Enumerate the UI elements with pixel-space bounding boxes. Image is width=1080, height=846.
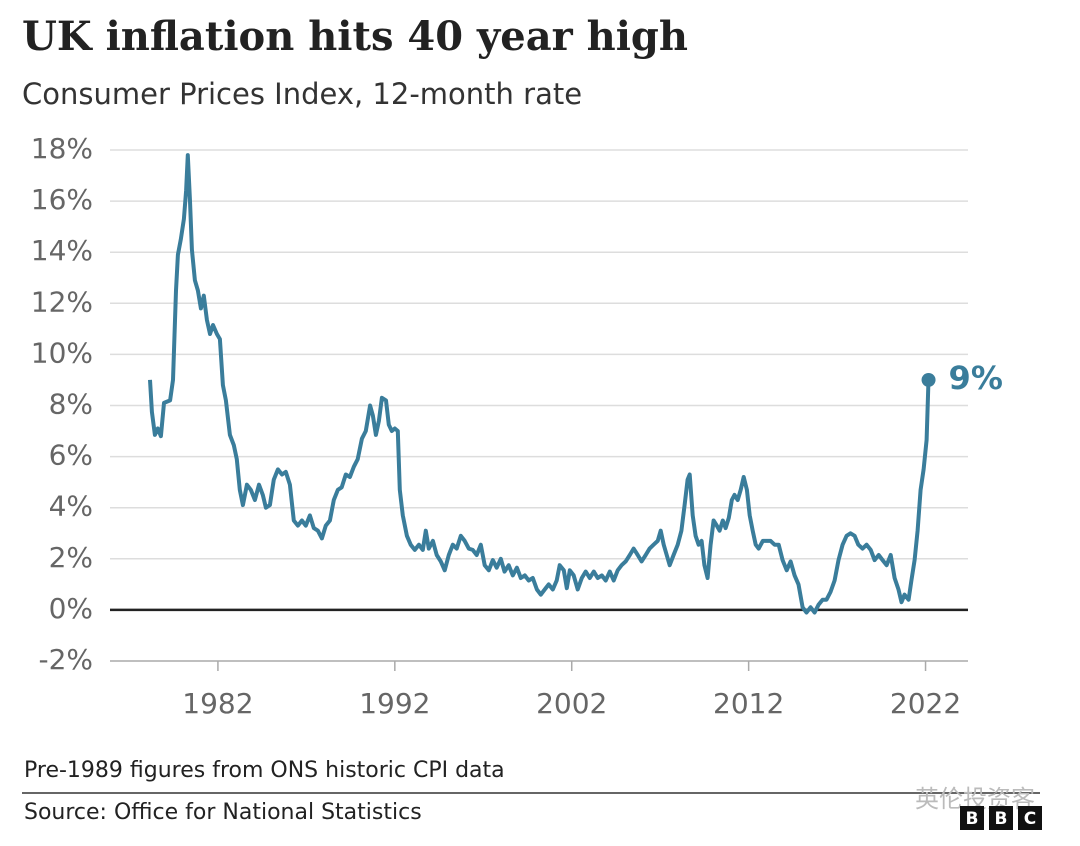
y-tick-label: 4% [49, 490, 93, 523]
chart-title: UK inflation hits 40 year high [22, 13, 688, 60]
note: Pre-1989 figures from ONS historic CPI d… [24, 758, 505, 783]
chart-subtitle: Consumer Prices Index, 12-month rate [22, 77, 582, 111]
data-line [148, 153, 931, 615]
y-tick-label: 2% [49, 541, 93, 574]
x-tick-label: 1982 [182, 687, 253, 720]
logo-letter: C [1024, 809, 1036, 829]
x-tick-label: 2022 [890, 687, 961, 720]
end-point [921, 372, 936, 387]
y-tick-label: -2% [38, 643, 93, 676]
logo-box [1018, 806, 1042, 830]
source: Source: Office for National Statistics [24, 800, 422, 825]
logo-box [989, 806, 1013, 830]
y-tick-label: 8% [49, 388, 93, 421]
y-tick-label: 6% [49, 439, 93, 472]
y-tick-label: 14% [31, 234, 93, 267]
x-tick-label: 2012 [713, 687, 784, 720]
y-tick-label: 12% [31, 285, 93, 318]
y-tick-label: 16% [31, 183, 93, 216]
logo-letter: B [995, 809, 1008, 829]
y-tick-label: 0% [49, 592, 93, 625]
brand-logo: B B C [960, 806, 1042, 830]
annotation: 9% [949, 359, 1003, 397]
x-tick-label: 2002 [536, 687, 607, 720]
logo-letter: B [966, 809, 979, 829]
y-tick-label: 18% [31, 132, 93, 165]
logo-box [960, 806, 984, 830]
x-tick-label: 1992 [359, 687, 430, 720]
y-tick-label: 10% [31, 336, 93, 369]
